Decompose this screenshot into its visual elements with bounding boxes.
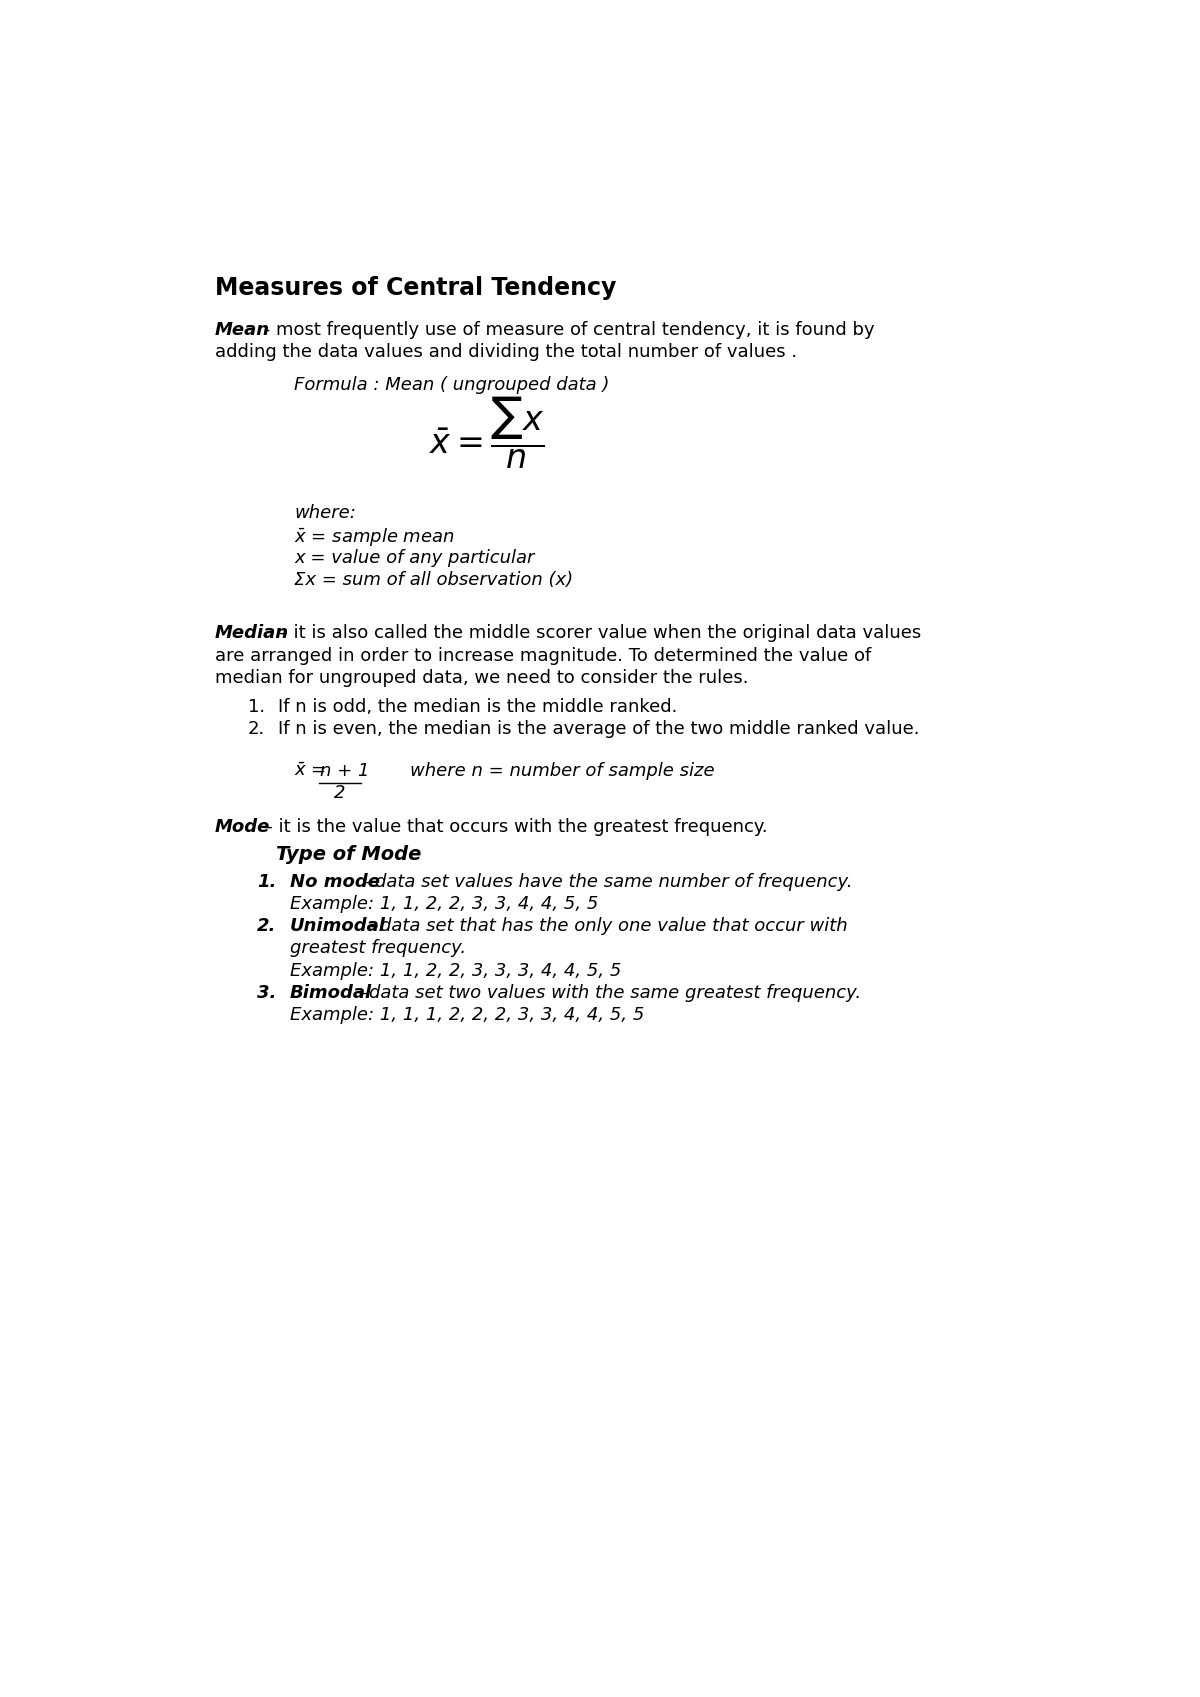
Text: where n = number of sample size: where n = number of sample size <box>386 762 714 779</box>
Text: – it is also called the middle scorer value when the original data values: – it is also called the middle scorer va… <box>272 624 920 643</box>
Text: Mean: Mean <box>215 321 270 339</box>
Text: Example: 1, 1, 1, 2, 2, 2, 3, 3, 4, 4, 5, 5: Example: 1, 1, 1, 2, 2, 2, 3, 3, 4, 4, 5… <box>289 1006 644 1023</box>
Text: where:: where: <box>294 504 356 523</box>
Text: –: – <box>359 872 379 891</box>
Text: 2.: 2. <box>247 720 265 738</box>
Text: If n is odd, the median is the middle ranked.: If n is odd, the median is the middle ra… <box>278 697 678 716</box>
Text: median for ungrouped data, we need to consider the rules.: median for ungrouped data, we need to co… <box>215 669 749 687</box>
Text: data set values have the same number of frequency.: data set values have the same number of … <box>376 872 853 891</box>
Text: If n is even, the median is the average of the two middle ranked value.: If n is even, the median is the average … <box>278 720 920 738</box>
Text: Σx = sum of all observation (x): Σx = sum of all observation (x) <box>294 570 574 589</box>
Text: 1.: 1. <box>247 697 265 716</box>
Text: $\bar{x}$ = sample mean: $\bar{x}$ = sample mean <box>294 526 455 548</box>
Text: Bimodal: Bimodal <box>289 984 372 1001</box>
Text: $\bar{x} = \dfrac{\sum x}{n}$: $\bar{x} = \dfrac{\sum x}{n}$ <box>430 394 545 470</box>
Text: – it is the value that occurs with the greatest frequency.: – it is the value that occurs with the g… <box>258 818 768 837</box>
Text: data set that has the only one value that occur with: data set that has the only one value tha… <box>379 916 847 935</box>
Text: 1.: 1. <box>257 872 276 891</box>
Text: 2: 2 <box>334 784 346 801</box>
Text: x = value of any particular: x = value of any particular <box>294 548 534 567</box>
Text: –: – <box>353 984 373 1001</box>
Text: Measures of Central Tendency: Measures of Central Tendency <box>215 275 617 299</box>
Text: n + 1: n + 1 <box>320 762 370 779</box>
Text: Example: 1, 1, 2, 2, 3, 3, 3, 4, 4, 5, 5: Example: 1, 1, 2, 2, 3, 3, 3, 4, 4, 5, 5 <box>289 962 620 979</box>
Text: data set two values with the same greatest frequency.: data set two values with the same greate… <box>370 984 862 1001</box>
Text: Type of Mode: Type of Mode <box>276 845 421 864</box>
Text: Median: Median <box>215 624 289 643</box>
Text: greatest frequency.: greatest frequency. <box>289 940 466 957</box>
Text: $\bar{x}$ =: $\bar{x}$ = <box>294 762 328 779</box>
Text: are arranged in order to increase magnitude. To determined the value of: are arranged in order to increase magnit… <box>215 647 871 665</box>
Text: - most frequently use of measure of central tendency, it is found by: - most frequently use of measure of cent… <box>258 321 875 339</box>
Text: Unimodal: Unimodal <box>289 916 385 935</box>
Text: Mode: Mode <box>215 818 270 837</box>
Text: adding the data values and dividing the total number of values .: adding the data values and dividing the … <box>215 343 797 361</box>
Text: Formula : Mean ( ungrouped data ): Formula : Mean ( ungrouped data ) <box>294 377 610 394</box>
Text: 2.: 2. <box>257 916 276 935</box>
Text: Example: 1, 1, 2, 2, 3, 3, 4, 4, 5, 5: Example: 1, 1, 2, 2, 3, 3, 4, 4, 5, 5 <box>289 894 598 913</box>
Text: –: – <box>364 916 384 935</box>
Text: No mode: No mode <box>289 872 379 891</box>
Text: 3.: 3. <box>257 984 276 1001</box>
